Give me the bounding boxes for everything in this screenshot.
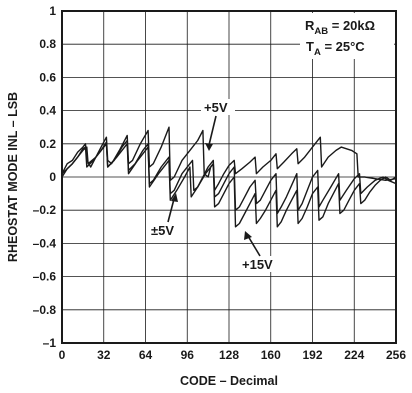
y-tick-label: 0.2 xyxy=(39,137,56,151)
y-tick-label: –0.4 xyxy=(33,236,57,250)
pm5-leader-line xyxy=(167,198,175,223)
x-tick-label: 224 xyxy=(344,348,364,362)
plus15-label-bg xyxy=(240,256,280,272)
x-tick-label: 32 xyxy=(97,348,111,362)
y-tick-label: –0.6 xyxy=(33,270,57,284)
rab-annotation: RAB = 20kΩ xyxy=(305,18,375,37)
plot-frame xyxy=(61,10,397,344)
y-tick-label: –1 xyxy=(43,336,57,350)
x-tick-label: 64 xyxy=(139,348,153,362)
ta-rest: = 25°C xyxy=(321,39,365,54)
tick-labels: 0 32 64 96 128 160 192 224 256 1 0.8 0.6 0.4 0.2 0 –0.2… xyxy=(33,4,407,362)
y-tick-label: 0.6 xyxy=(39,70,56,84)
plus15-annotation: +15V xyxy=(242,257,273,272)
pm5-label-bg xyxy=(149,222,183,238)
x-tick-label: 0 xyxy=(59,348,66,362)
plus15-leader-line xyxy=(247,235,261,257)
rab-main: R xyxy=(305,18,315,33)
x-axis-label: CODE – Decimal xyxy=(180,374,278,388)
ta-main: T xyxy=(306,39,314,54)
ta-sub: A xyxy=(314,47,321,58)
plus5-annotation: +5V xyxy=(204,100,228,115)
series-lines xyxy=(61,126,397,228)
y-tick-label: 0.8 xyxy=(39,37,56,51)
plus5-leader-line xyxy=(208,115,217,146)
pm5-annotation: ±5V xyxy=(151,223,174,238)
series-line-3 xyxy=(61,143,397,228)
plus15-arrowhead xyxy=(244,231,252,240)
series-line-2 xyxy=(61,139,397,215)
rab-sub: AB xyxy=(314,26,328,37)
x-tick-label: 96 xyxy=(181,348,195,362)
pm5-arrowhead xyxy=(171,193,178,202)
y-tick-label: –0.8 xyxy=(33,303,57,317)
rab-rest: = 20kΩ xyxy=(328,18,375,33)
y-tick-label: 0.4 xyxy=(39,104,56,118)
x-tick-label: 256 xyxy=(386,348,406,362)
ta-annotation: TA = 25°C xyxy=(306,39,365,58)
y-tick-label: 1 xyxy=(49,4,56,18)
plus5-label-bg xyxy=(201,99,235,115)
grid-lines xyxy=(62,11,396,343)
x-tick-label: 192 xyxy=(302,348,322,362)
y-tick-label: 0 xyxy=(49,170,56,184)
y-axis-label: RHEOSTAT MODE INL – LSB xyxy=(6,92,20,262)
plus5-arrowhead xyxy=(205,143,213,151)
x-tick-label: 160 xyxy=(261,348,281,362)
y-tick-label: –0.2 xyxy=(33,203,57,217)
rab-label-bg xyxy=(300,13,394,59)
x-tick-label: 128 xyxy=(219,348,239,362)
